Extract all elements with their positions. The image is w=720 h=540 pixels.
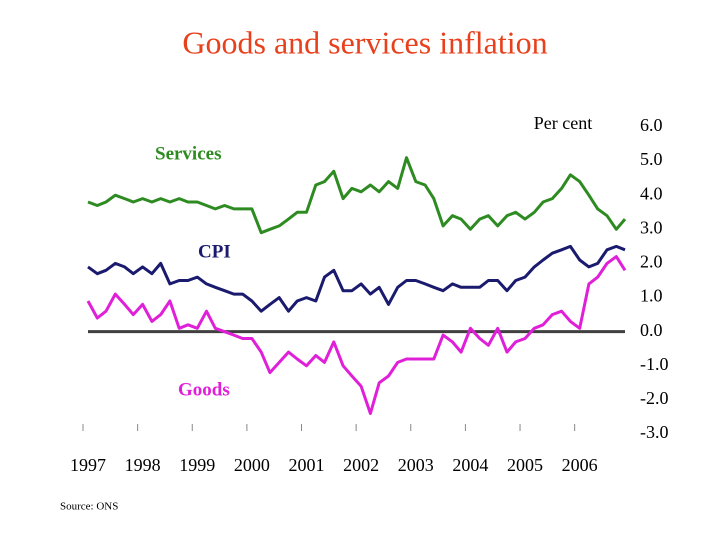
x-tick-label: 2001 (289, 455, 325, 475)
y-tick-label: 0.0 (640, 320, 663, 340)
series-line (87, 244, 626, 313)
y-tick-label: 3.0 (640, 217, 663, 237)
x-tick-label: 2003 (398, 455, 434, 475)
x-tick-label: 1999 (179, 455, 215, 475)
series-label: CPI (198, 241, 231, 262)
x-tick-label: 2005 (507, 455, 543, 475)
x-tick-label: 2000 (234, 455, 270, 475)
x-tick-label: 2006 (562, 455, 598, 475)
x-tick-label: 1997 (70, 455, 106, 475)
x-tick-label: 2002 (343, 455, 379, 475)
source-note: Source: ONS (60, 501, 118, 513)
series-line (86, 255, 627, 415)
series-label: Services (155, 143, 221, 164)
y-tick-label: 4.0 (640, 183, 663, 203)
y-tick-label: 6.0 (640, 115, 663, 135)
y-tick-label: 1.0 (640, 286, 663, 306)
series-label: Goods (178, 379, 230, 400)
y-tick-label: -1.0 (640, 354, 669, 374)
y-tick-label: 2.0 (640, 252, 663, 272)
y-tick-label: -2.0 (640, 388, 669, 408)
x-tick-label: 2004 (452, 455, 488, 475)
y-tick-label: -3.0 (640, 422, 669, 442)
x-tick-label: 1998 (125, 455, 161, 475)
y-tick-label: 5.0 (640, 149, 663, 169)
chart-title: Goods and services inflation (182, 24, 547, 60)
y-axis-label: Per cent (534, 113, 592, 133)
series-line (87, 156, 627, 235)
